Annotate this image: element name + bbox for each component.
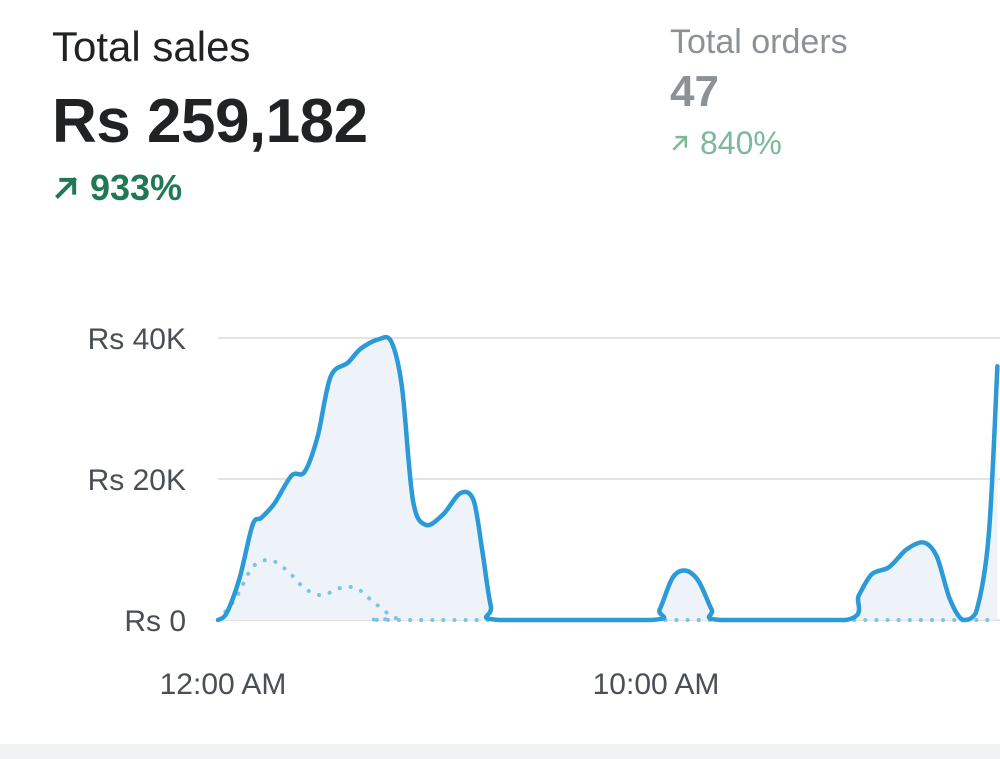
total-orders-change-value: 840% [700, 125, 782, 161]
y-tick-label: Rs 0 [124, 605, 186, 638]
total-sales-change: 933% [52, 166, 368, 210]
chart-series [215, 334, 1000, 623]
comparison-series-line [216, 557, 1000, 623]
x-axis-labels: 12:00 AM 10:00 AM [160, 668, 720, 701]
x-tick-label: 12:00 AM [160, 668, 287, 701]
arrow-up-right-icon [670, 133, 690, 153]
sales-area-fill [218, 337, 998, 620]
total-orders-value: 47 [670, 67, 719, 116]
y-axis-labels: Rs 40K Rs 20K Rs 0 [88, 323, 186, 638]
card-footer-divider [0, 744, 1000, 759]
total-sales-change-value: 933% [90, 167, 183, 208]
total-orders-label: Total orders [670, 23, 848, 61]
total-sales-metric[interactable]: Total sales Rs 259,182 933% [52, 22, 368, 210]
y-tick-label: Rs 20K [88, 464, 186, 497]
total-sales-label: Total sales [52, 23, 251, 70]
arrow-up-right-icon [52, 174, 80, 202]
y-tick-label: Rs 40K [88, 323, 186, 356]
total-orders-metric[interactable]: Total orders 47 840% [670, 22, 848, 162]
sales-series-line [215, 334, 1000, 623]
total-orders-change: 840% [670, 124, 848, 162]
x-tick-label: 10:00 AM [593, 668, 720, 701]
total-sales-value: Rs 259,182 [52, 87, 368, 156]
